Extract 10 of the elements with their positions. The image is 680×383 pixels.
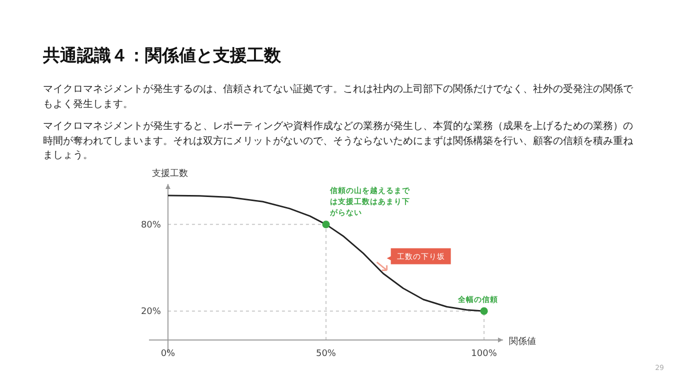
- x-axis-title: 関係値: [509, 336, 536, 347]
- chart-subtitle: マイクロマネジメントが発生するのは、信頼されてない証拠です。これは社内の上司部下の関係だけでなく、社外の受発注の関係でもよく発生します。: [43, 83, 634, 112]
- x-tick-label: 100%: [471, 348, 498, 359]
- text: マイクロマネジメントが発生すると、レポーティングや資料作成などの業務が発生し、本質的な業務（成果を上げるための業務）の時間が奪われてしまいます。それは双方にメリットがないので、そうならないためにまずは関係構築を行い、顧客の信頼を積み重ねましょう。: [43, 120, 634, 163]
- x-tick-label: 0%: [160, 348, 176, 359]
- x-tick-label: 50%: [316, 348, 336, 359]
- y-axis-title: 支援工数: [152, 168, 188, 179]
- chart-title: 共通認識４：関係値と支援工数: [43, 45, 281, 67]
- y-tick-label: 80%: [140, 220, 162, 230]
- y-tick-label: 20%: [140, 307, 162, 318]
